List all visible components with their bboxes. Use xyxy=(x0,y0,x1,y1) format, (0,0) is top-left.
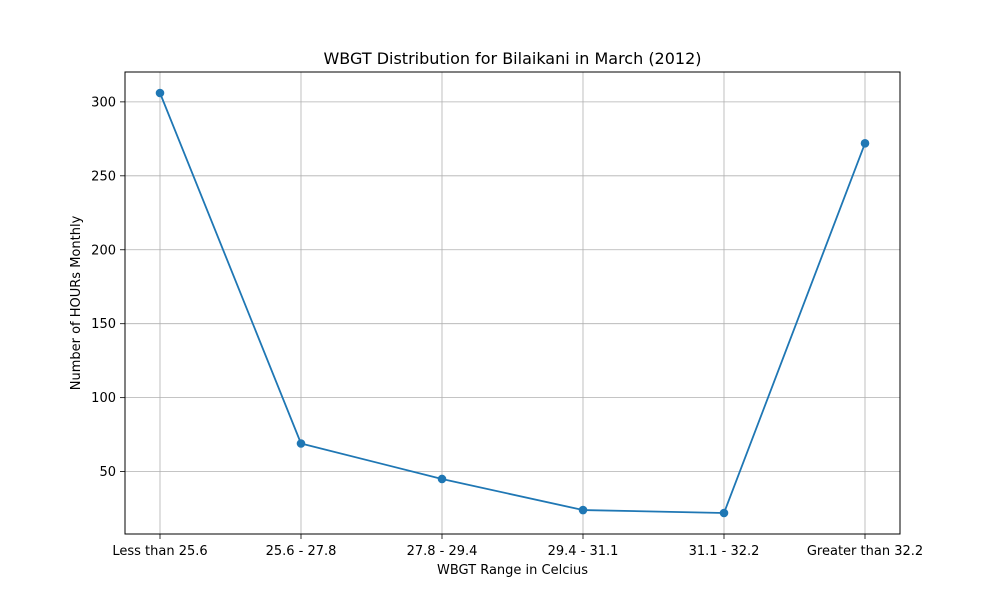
data-point xyxy=(860,138,870,148)
y-tick-label: 50 xyxy=(99,465,116,480)
data-point xyxy=(719,508,729,518)
data-point xyxy=(437,474,447,484)
ticks-layer: Less than 25.6 25.6 - 27.8 27.8 - 29.4 29.4… xyxy=(91,95,923,559)
plot-frame xyxy=(124,71,901,535)
grid-layer xyxy=(125,72,900,534)
data-point xyxy=(296,439,306,448)
x-tick-label: 29.4 - 31.1 xyxy=(548,544,619,559)
data-point xyxy=(578,505,588,515)
x-tick-label: 25.6 - 27.8 xyxy=(266,544,337,559)
y-axis-label: Number of HOURs Monthly xyxy=(69,215,84,390)
x-axis-label: WBGT Range in Celcius xyxy=(437,563,588,578)
y-tick-label: 150 xyxy=(91,317,116,332)
x-tick-label: Less than 25.6 xyxy=(112,544,207,559)
x-tick-label: 27.8 - 29.4 xyxy=(407,544,478,559)
series-line xyxy=(159,92,866,514)
series-layer xyxy=(155,88,870,518)
x-tick-label: Greater than 32.2 xyxy=(807,544,923,559)
chart-title: WBGT Distribution for Bilaikani in March… xyxy=(323,49,701,68)
data-point xyxy=(155,88,165,98)
y-tick-label: 250 xyxy=(91,169,116,184)
y-tick-label: 200 xyxy=(91,243,116,258)
y-tick-label: 100 xyxy=(91,391,116,406)
x-tick-label: 31.1 - 32.2 xyxy=(689,544,760,559)
y-tick-label: 300 xyxy=(91,95,116,110)
